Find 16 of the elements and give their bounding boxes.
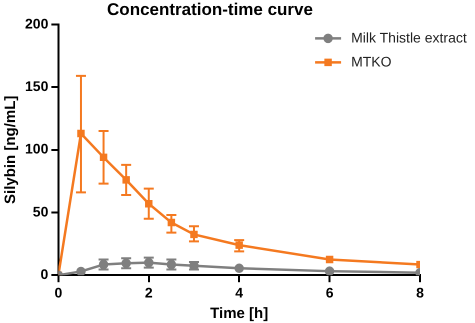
x-tick-label: 2: [144, 284, 153, 300]
y-tick-label: 50: [32, 203, 49, 220]
y-axis-title: Silybin [ng/mL]: [2, 96, 20, 204]
x-tick-label: 8: [416, 284, 424, 300]
x-tick-label: 4: [235, 284, 244, 300]
chart-title: Concentration-time curve: [107, 0, 313, 19]
point: [326, 256, 334, 264]
legend-label: MTKO: [351, 53, 392, 70]
y-tick-label: 200: [25, 15, 49, 32]
x-axis-title: Time [h]: [210, 305, 268, 322]
y-tick-label: 0: [40, 266, 49, 282]
x-tick-label: 0: [54, 284, 62, 300]
y-tick-label: 100: [25, 140, 49, 157]
y-tick-label: 150: [25, 78, 49, 94]
x-tick-label: 6: [326, 284, 334, 300]
legend-label: Milk Thistle extract: [351, 29, 467, 46]
